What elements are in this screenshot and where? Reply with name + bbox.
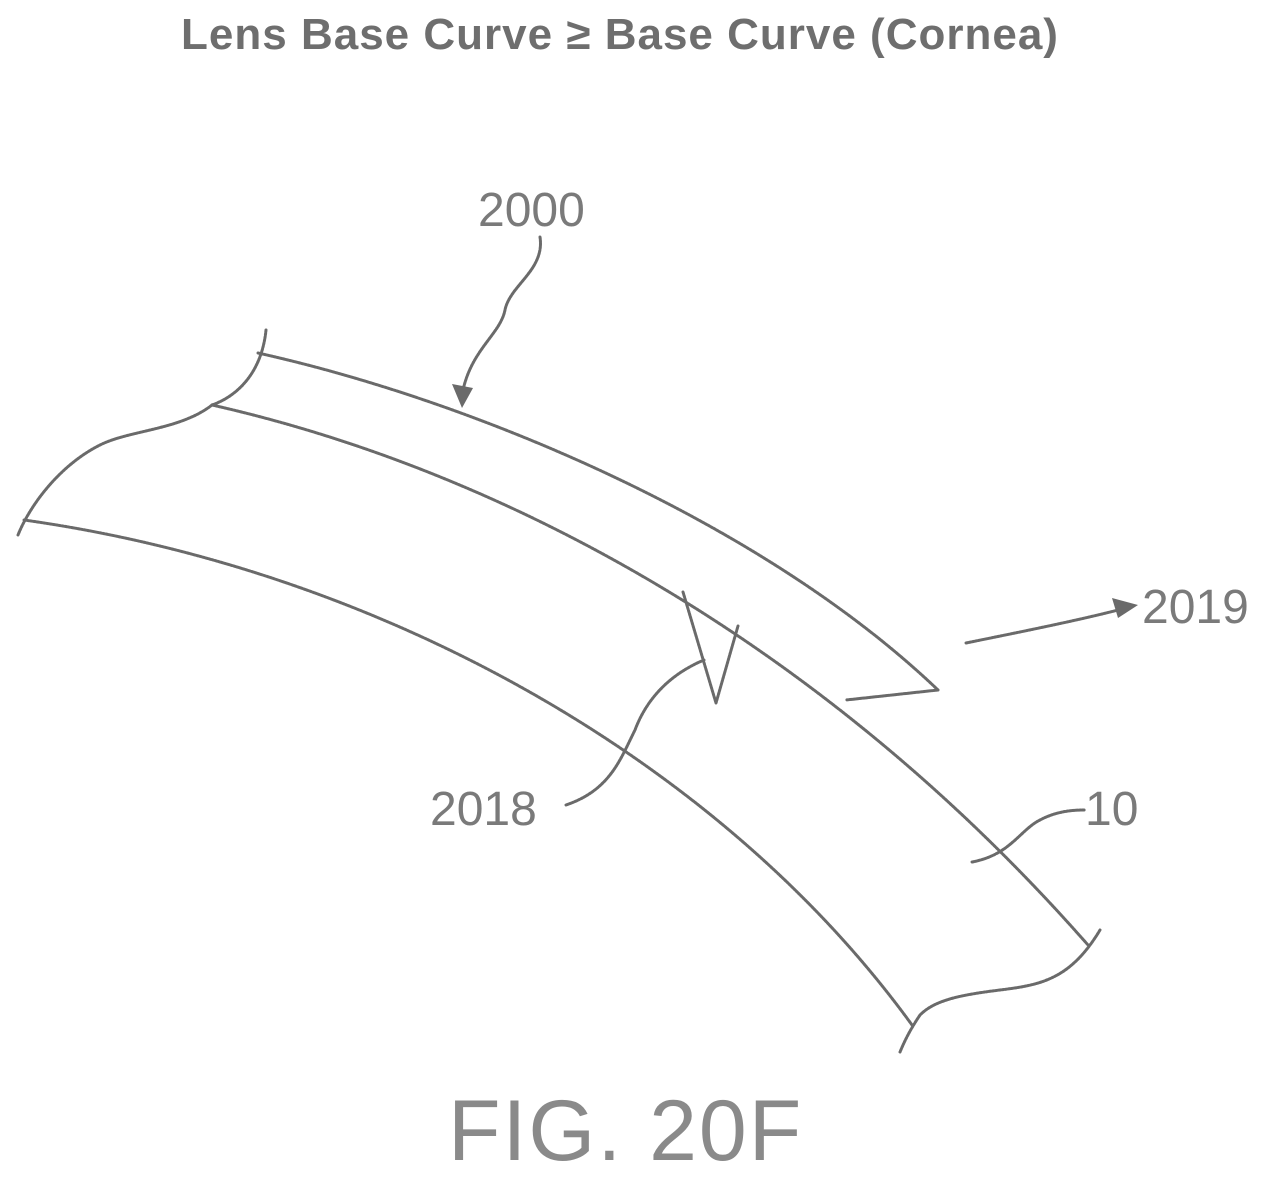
figure-caption: FIG. 20F: [448, 1083, 803, 1179]
cornea-left-break: [18, 405, 212, 535]
leader-2019: [966, 609, 1122, 643]
leader-10: [972, 810, 1085, 862]
label-10: 10: [1085, 783, 1138, 836]
wedge-feature: [683, 592, 738, 703]
lens-lower-edge: [212, 405, 1088, 945]
lens-left-break: [212, 330, 266, 405]
label-2018: 2018: [430, 783, 537, 836]
cornea-right-break: [900, 930, 1100, 1052]
arrowhead-2019: [1112, 598, 1138, 618]
leader-2018: [566, 660, 704, 805]
leader-2000: [462, 237, 540, 395]
cornea-lower-edge: [24, 520, 912, 1025]
arrowhead-2000: [452, 384, 473, 408]
lens-end-edge: [846, 690, 938, 700]
lens-upper-edge: [258, 353, 938, 690]
label-2000: 2000: [478, 184, 585, 237]
label-2019: 2019: [1142, 581, 1249, 634]
